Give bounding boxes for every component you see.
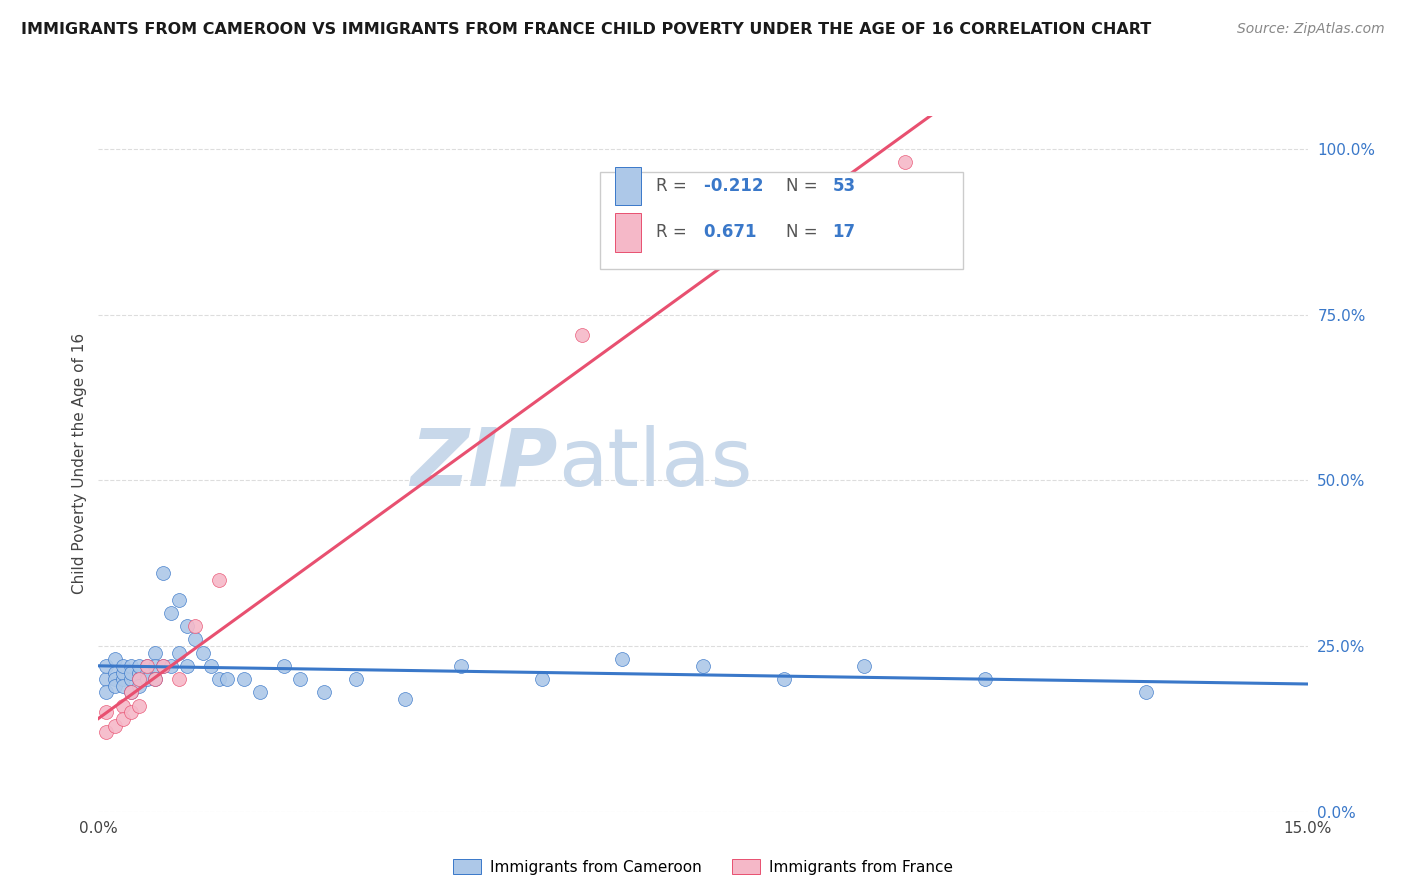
Point <box>128 665 150 680</box>
Point <box>853 659 876 673</box>
Point <box>450 659 472 673</box>
Point <box>152 659 174 673</box>
Point <box>208 672 231 686</box>
Point <box>160 606 183 620</box>
Point <box>530 672 553 686</box>
Point <box>143 672 166 686</box>
Text: N =: N = <box>786 224 824 242</box>
Point <box>612 652 634 666</box>
Point <box>184 632 207 647</box>
Text: 53: 53 <box>832 177 855 194</box>
Point <box>128 698 150 713</box>
Point <box>128 672 150 686</box>
FancyBboxPatch shape <box>600 171 963 269</box>
Text: 17: 17 <box>832 224 855 242</box>
Point <box>96 685 118 699</box>
Point <box>103 665 125 680</box>
Point <box>152 566 174 581</box>
Y-axis label: Child Poverty Under the Age of 16: Child Poverty Under the Age of 16 <box>72 334 87 594</box>
Point <box>120 706 142 720</box>
Point <box>120 672 142 686</box>
Point <box>111 679 134 693</box>
Point <box>167 672 190 686</box>
Point <box>176 619 198 633</box>
Point <box>128 679 150 693</box>
Point <box>193 646 215 660</box>
Bar <box>614 213 641 252</box>
Point <box>143 672 166 686</box>
Point <box>103 652 125 666</box>
Point <box>96 672 118 686</box>
Point <box>232 672 254 686</box>
Text: -0.212: -0.212 <box>704 177 775 194</box>
Point <box>143 659 166 673</box>
Point <box>96 659 118 673</box>
Point <box>571 327 593 342</box>
Point <box>143 646 166 660</box>
Point <box>217 672 239 686</box>
Point <box>273 659 295 673</box>
Text: Source: ZipAtlas.com: Source: ZipAtlas.com <box>1237 22 1385 37</box>
Point <box>103 718 125 732</box>
Point <box>167 592 190 607</box>
Point <box>111 665 134 680</box>
Point <box>344 672 367 686</box>
Point <box>176 659 198 673</box>
Point <box>974 672 997 686</box>
Point <box>394 692 416 706</box>
Point <box>111 659 134 673</box>
Point <box>103 672 125 686</box>
Legend: Immigrants from Cameroon, Immigrants from France: Immigrants from Cameroon, Immigrants fro… <box>447 853 959 880</box>
Point <box>184 619 207 633</box>
Point <box>128 672 150 686</box>
Point <box>128 659 150 673</box>
Point <box>1135 685 1157 699</box>
Point <box>96 706 118 720</box>
Point <box>120 659 142 673</box>
Point <box>152 659 174 673</box>
Point <box>120 665 142 680</box>
Point <box>120 685 142 699</box>
Point <box>208 573 231 587</box>
Text: R =: R = <box>655 177 692 194</box>
Text: 0.671: 0.671 <box>704 224 768 242</box>
Point <box>314 685 336 699</box>
Text: atlas: atlas <box>558 425 752 503</box>
Point <box>893 155 915 169</box>
Point <box>135 672 157 686</box>
Point <box>249 685 271 699</box>
Point <box>135 659 157 673</box>
Point <box>692 659 714 673</box>
Point <box>120 685 142 699</box>
Point <box>135 659 157 673</box>
Point <box>96 725 118 739</box>
Point <box>167 646 190 660</box>
Point <box>135 665 157 680</box>
Point <box>111 672 134 686</box>
Text: IMMIGRANTS FROM CAMEROON VS IMMIGRANTS FROM FRANCE CHILD POVERTY UNDER THE AGE O: IMMIGRANTS FROM CAMEROON VS IMMIGRANTS F… <box>21 22 1152 37</box>
Point <box>111 698 134 713</box>
Bar <box>614 167 641 205</box>
Point <box>772 672 794 686</box>
Point <box>111 712 134 726</box>
Point <box>103 679 125 693</box>
Text: R =: R = <box>655 224 692 242</box>
Text: N =: N = <box>786 177 824 194</box>
Point <box>160 659 183 673</box>
Point <box>288 672 311 686</box>
Point <box>200 659 222 673</box>
Text: ZIP: ZIP <box>411 425 558 503</box>
